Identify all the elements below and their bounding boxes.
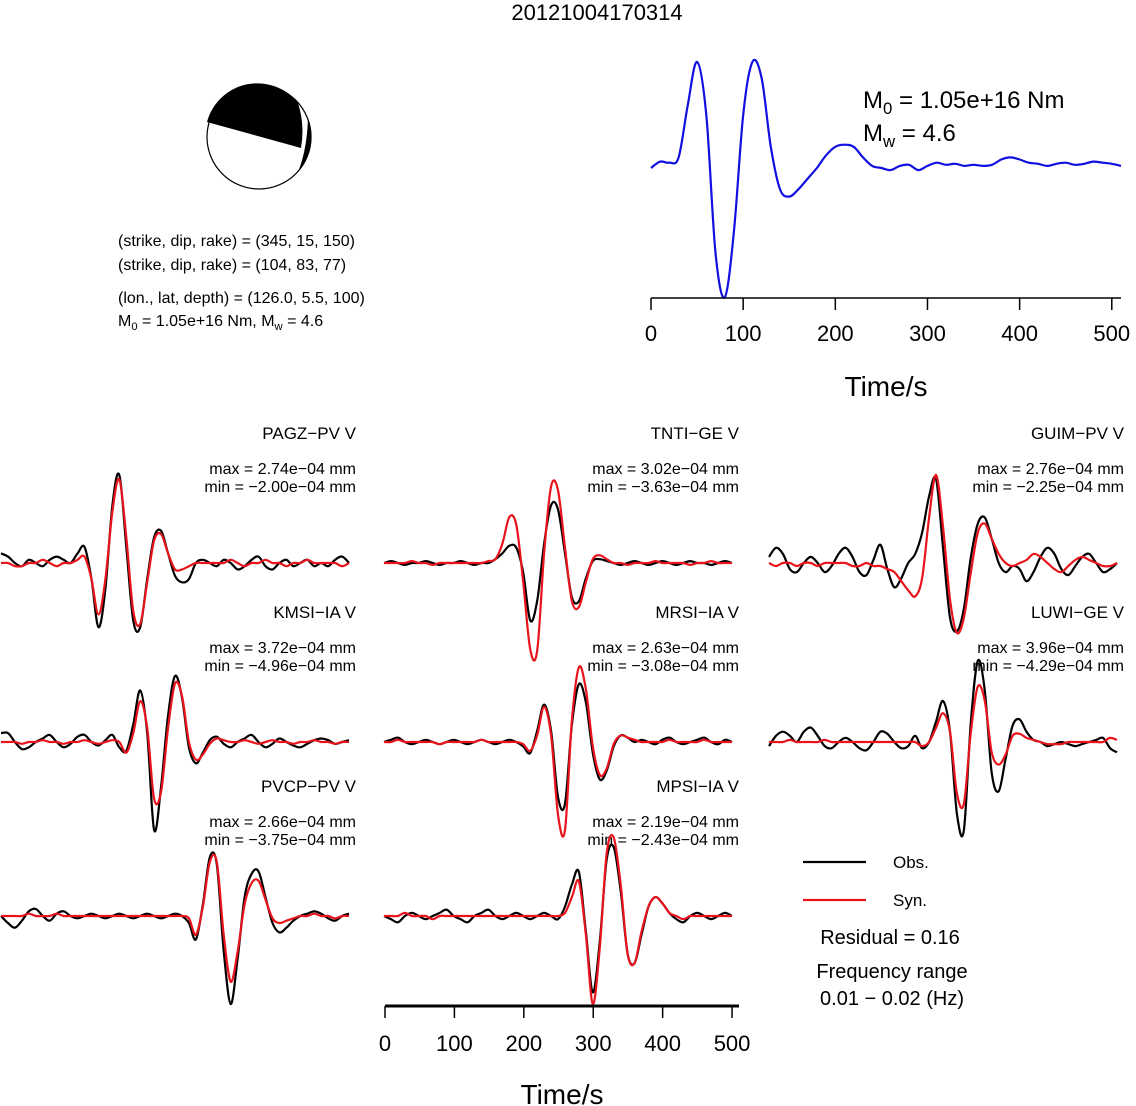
- waveform-trace: [768, 658, 1118, 838]
- frequency-range: 0.01 − 0.02 (Hz): [820, 988, 964, 1010]
- station-label: MPSI−IA V: [656, 777, 739, 796]
- min-label: min = −3.08e−04 mm: [587, 658, 739, 675]
- max-label: max = 3.72e−04 mm: [209, 640, 356, 657]
- waveform-trace: [768, 684, 1118, 810]
- station-label: MRSI−IA V: [655, 603, 739, 622]
- text-part: M: [118, 313, 131, 330]
- legend-label: Syn.: [893, 891, 927, 910]
- min-label: min = −4.29e−04 mm: [972, 658, 1124, 675]
- station-label: LUWI−GE V: [1031, 603, 1125, 622]
- waveform-trace: [383, 833, 732, 1006]
- text-part: = 4.6: [895, 120, 956, 147]
- station-label: PAGZ−PV V: [262, 424, 356, 443]
- station-label: GUIM−PV V: [1031, 424, 1125, 443]
- x-tick-label: 200: [505, 1031, 542, 1056]
- x-tick-label: 500: [714, 1031, 751, 1056]
- min-label: min = −4.96e−04 mm: [204, 658, 356, 675]
- moment-annotation: M0 = 1.05e+16 Nm: [863, 87, 1064, 118]
- moment-line: M0 = 1.05e+16 Nm, Mw = 4.6: [118, 313, 323, 333]
- x-tick-label: 300: [909, 321, 946, 346]
- figure-title: 20121004170314: [511, 0, 682, 25]
- text-part: M: [863, 120, 883, 147]
- min-label: min = −3.63e−04 mm: [587, 479, 739, 496]
- x-tick-label: 100: [436, 1031, 473, 1056]
- mechanism-line: (lon., lat, depth) = (126.0, 5.5, 100): [118, 290, 365, 307]
- frequency-range: Frequency range: [816, 961, 967, 983]
- waveform-trace: [383, 665, 732, 838]
- station-label: KMSI−IA V: [273, 603, 356, 622]
- beachball-quadrant: [207, 83, 303, 148]
- waveform-trace: [0, 477, 350, 628]
- beachball-quadrant: [298, 118, 312, 172]
- subscript: w: [882, 132, 896, 151]
- waveform-trace: [383, 479, 732, 662]
- residual: Residual = 0.16: [820, 927, 960, 949]
- min-label: min = −2.25e−04 mm: [972, 479, 1124, 496]
- x-tick-label: 0: [379, 1031, 391, 1056]
- source-time-function: [650, 58, 1122, 299]
- legend-label: Obs.: [893, 853, 929, 872]
- text-part: M: [863, 87, 883, 114]
- max-label: max = 2.74e−04 mm: [209, 461, 356, 478]
- mechanism-line: (strike, dip, rake) = (104, 83, 77): [118, 257, 346, 274]
- subscript: w: [274, 321, 284, 333]
- min-label: min = −2.43e−04 mm: [587, 832, 739, 849]
- max-label: max = 3.96e−04 mm: [977, 640, 1124, 657]
- text-part: = 1.05e+16 Nm, M: [138, 313, 275, 330]
- station-label: PVCP−PV V: [261, 777, 357, 796]
- x-tick-label: 300: [575, 1031, 612, 1056]
- station-label: TNTI−GE V: [651, 424, 740, 443]
- x-axis-title: Time/s: [521, 1079, 604, 1106]
- max-label: max = 2.66e−04 mm: [209, 814, 356, 831]
- x-tick-label: 500: [1093, 321, 1130, 346]
- waveform-trace: [383, 500, 733, 623]
- waveform-trace: [0, 680, 350, 806]
- beachball: [206, 83, 312, 190]
- text-part: = 1.05e+16 Nm: [892, 87, 1064, 114]
- x-tick-label: 0: [645, 321, 657, 346]
- waveform-trace: [0, 674, 350, 833]
- waveform-trace: [768, 475, 1118, 633]
- waveform-trace: [768, 473, 1118, 635]
- text-part: = 4.6: [283, 313, 324, 330]
- max-label: max = 2.63e−04 mm: [592, 640, 739, 657]
- max-label: max = 3.02e−04 mm: [592, 461, 739, 478]
- waveform-trace: [0, 851, 350, 1006]
- mechanism-line: (strike, dip, rake) = (345, 15, 150): [118, 233, 355, 250]
- moment-annotation: Mw = 4.6: [863, 120, 956, 151]
- subscript: 0: [883, 99, 892, 118]
- subscript: 0: [131, 321, 137, 333]
- max-label: max = 2.76e−04 mm: [977, 461, 1124, 478]
- x-tick-label: 400: [644, 1031, 681, 1056]
- min-label: min = −2.00e−04 mm: [204, 479, 356, 496]
- x-tick-label: 100: [725, 321, 762, 346]
- max-label: max = 2.19e−04 mm: [592, 814, 739, 831]
- waveform-trace: [0, 853, 350, 983]
- waveform-trace: [383, 843, 733, 994]
- min-label: min = −3.75e−04 mm: [204, 832, 356, 849]
- x-tick-label: 200: [817, 321, 854, 346]
- x-tick-label: 400: [1001, 321, 1038, 346]
- x-axis-title: Time/s: [845, 371, 928, 402]
